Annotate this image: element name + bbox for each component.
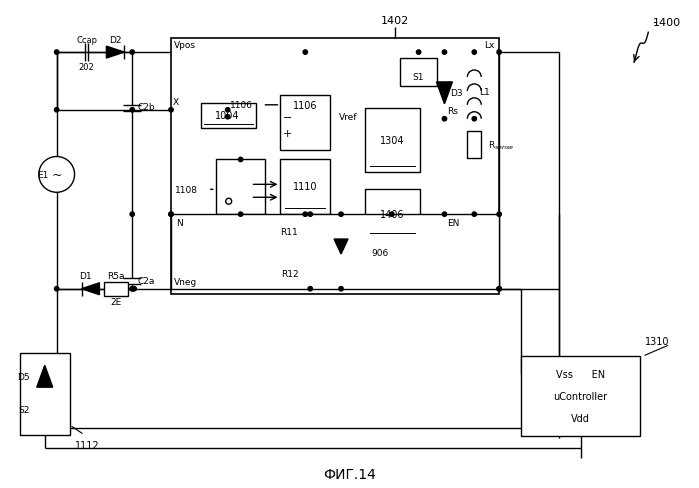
Circle shape <box>339 213 343 217</box>
Circle shape <box>130 287 134 291</box>
Circle shape <box>472 51 477 55</box>
Text: Vss      EN: Vss EN <box>556 369 605 380</box>
Circle shape <box>130 213 134 217</box>
Circle shape <box>303 51 308 55</box>
Polygon shape <box>82 283 99 295</box>
Polygon shape <box>37 366 52 387</box>
Circle shape <box>472 117 477 122</box>
Circle shape <box>472 213 477 217</box>
Circle shape <box>442 51 447 55</box>
Bar <box>104 282 128 296</box>
Text: D3: D3 <box>450 89 463 98</box>
Circle shape <box>417 51 421 55</box>
Text: Vpos: Vpos <box>174 41 196 50</box>
Bar <box>20 354 70 435</box>
Circle shape <box>497 287 501 291</box>
Bar <box>365 190 419 240</box>
Circle shape <box>130 51 134 55</box>
Text: ФИГ.14: ФИГ.14 <box>324 467 377 481</box>
Text: 906: 906 <box>372 249 389 258</box>
Circle shape <box>308 213 312 217</box>
Text: 1310: 1310 <box>645 337 670 347</box>
Text: 1106: 1106 <box>229 101 252 110</box>
Circle shape <box>169 213 173 217</box>
Circle shape <box>497 213 501 217</box>
Text: 1108: 1108 <box>175 185 198 194</box>
Circle shape <box>55 287 59 291</box>
Text: 1400: 1400 <box>654 18 682 28</box>
Circle shape <box>339 287 343 291</box>
Text: Rs: Rs <box>447 107 459 116</box>
Text: Ccap: Ccap <box>76 36 97 44</box>
Text: D1: D1 <box>79 272 92 281</box>
Bar <box>400 59 438 87</box>
Text: uController: uController <box>554 391 607 401</box>
Text: 1304: 1304 <box>380 135 404 145</box>
Text: C2b: C2b <box>137 103 155 112</box>
Text: D5: D5 <box>17 372 30 381</box>
Text: 1004: 1004 <box>215 110 240 121</box>
Text: 2E: 2E <box>110 298 122 306</box>
Polygon shape <box>334 240 348 254</box>
Circle shape <box>303 213 308 217</box>
Text: ~: ~ <box>52 168 62 182</box>
Bar <box>280 160 330 215</box>
Circle shape <box>442 213 447 217</box>
Text: EN: EN <box>447 218 460 227</box>
Text: C2a: C2a <box>138 277 155 285</box>
Bar <box>216 160 266 215</box>
Circle shape <box>130 287 134 291</box>
Bar <box>521 357 640 436</box>
Text: 1112: 1112 <box>75 440 99 450</box>
Polygon shape <box>436 83 452 104</box>
Circle shape <box>238 158 243 163</box>
Bar <box>201 103 256 128</box>
Circle shape <box>169 108 173 113</box>
Text: 1106: 1106 <box>293 101 317 111</box>
Circle shape <box>497 51 501 55</box>
Text: R5a: R5a <box>108 272 125 281</box>
Circle shape <box>226 115 230 120</box>
Bar <box>303 263 317 287</box>
Bar <box>171 215 499 289</box>
Text: 1406: 1406 <box>380 210 404 220</box>
Text: 1110: 1110 <box>293 182 317 192</box>
Circle shape <box>130 108 134 113</box>
Circle shape <box>55 108 59 113</box>
Text: R$_{sense}$: R$_{sense}$ <box>488 139 514 151</box>
Circle shape <box>169 213 173 217</box>
Text: L1: L1 <box>479 88 489 97</box>
Bar <box>468 131 481 159</box>
Text: S1: S1 <box>413 73 424 82</box>
Bar <box>365 108 419 173</box>
Bar <box>303 220 317 244</box>
Bar <box>171 39 499 294</box>
Bar <box>330 220 352 287</box>
Text: 202: 202 <box>78 62 94 71</box>
Text: Lx: Lx <box>484 41 494 50</box>
Circle shape <box>308 287 312 291</box>
Text: −: − <box>282 113 292 122</box>
Circle shape <box>497 287 501 291</box>
Circle shape <box>389 213 394 217</box>
Text: Vref: Vref <box>339 113 357 122</box>
Polygon shape <box>106 47 124 59</box>
Text: N: N <box>176 218 182 227</box>
Circle shape <box>55 51 59 55</box>
Text: D2: D2 <box>109 36 122 44</box>
Circle shape <box>238 213 243 217</box>
Bar <box>280 96 330 150</box>
Text: S2: S2 <box>18 405 30 414</box>
Circle shape <box>132 287 136 291</box>
Text: E1: E1 <box>37 170 48 180</box>
Circle shape <box>442 117 447 122</box>
Text: Vdd: Vdd <box>571 413 590 423</box>
Text: +: + <box>282 128 292 139</box>
Circle shape <box>226 108 230 113</box>
Text: R12: R12 <box>281 270 298 279</box>
Text: Vneg: Vneg <box>174 278 197 286</box>
Text: 1402: 1402 <box>381 16 409 26</box>
Text: X: X <box>173 98 179 107</box>
Text: R11: R11 <box>280 227 298 236</box>
